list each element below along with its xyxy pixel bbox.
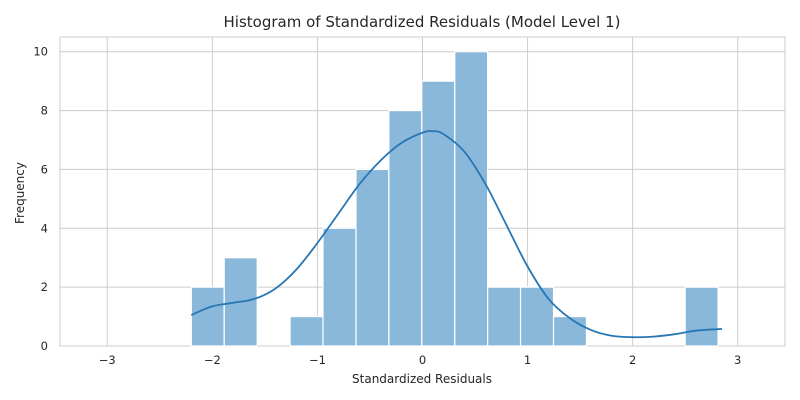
x-tick-label: −2 xyxy=(204,353,221,367)
y-tick-label: 4 xyxy=(41,221,48,235)
histogram-bars xyxy=(190,51,719,347)
histogram-bar xyxy=(289,315,324,347)
histogram-bar xyxy=(487,286,522,347)
y-tick-label: 10 xyxy=(33,45,48,59)
chart-title: Histogram of Standardized Residuals (Mod… xyxy=(224,13,621,31)
y-tick-label: 2 xyxy=(41,280,48,294)
histogram-bar xyxy=(190,286,225,347)
x-tick-label: −1 xyxy=(309,353,326,367)
histogram-bar xyxy=(552,315,588,347)
histogram-bar xyxy=(421,80,456,347)
histogram-bar xyxy=(454,51,489,347)
y-axis-label: Frequency xyxy=(13,162,27,224)
x-axis-label: Standardized Residuals xyxy=(352,372,492,386)
x-tick-label: 1 xyxy=(524,353,531,367)
histogram-bar xyxy=(355,168,390,347)
histogram-bar xyxy=(388,109,423,347)
y-tick-label: 0 xyxy=(41,339,48,353)
y-tick-label: 6 xyxy=(41,162,48,176)
histogram-bar xyxy=(322,227,357,347)
histogram-bar xyxy=(519,286,555,347)
histogram-bar xyxy=(684,286,719,347)
x-tick-label: 3 xyxy=(734,353,741,367)
kde-curve xyxy=(190,130,723,339)
x-tick-label: 2 xyxy=(629,353,636,367)
x-tick-label: −3 xyxy=(99,353,116,367)
x-tick-label: 0 xyxy=(419,353,426,367)
tick-labels: −3 −2 −1 0 1 2 3 0 2 4 6 8 10 xyxy=(33,45,741,367)
y-tick-label: 8 xyxy=(41,104,48,118)
